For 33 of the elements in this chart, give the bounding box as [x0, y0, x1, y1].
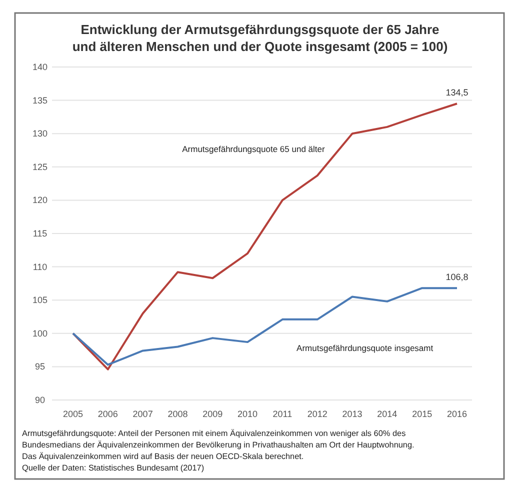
y-tick-label: 110 — [32, 262, 48, 272]
y-tick-label: 95 — [34, 362, 46, 372]
x-tick-label: 2007 — [132, 409, 153, 419]
text: Armutsgefährdungsquote insgesamt — [296, 343, 434, 353]
x-tick-label: 2011 — [272, 409, 292, 419]
y-tick-label: 130 — [32, 128, 48, 139]
data-label: 134,5 — [446, 88, 468, 98]
x-tick-label: 2012 — [307, 409, 328, 419]
data-label: 106,8 — [446, 272, 468, 282]
y-tick-label: 100 — [32, 328, 48, 338]
y-tick-label: 125 — [32, 162, 48, 172]
y-tick-label: 140 — [32, 62, 48, 72]
y-tick-label: 115 — [32, 228, 48, 238]
y-tick-label: 105 — [32, 295, 48, 306]
text: Bundesmedians der Äquivalenzeinkommen der Bevölkerung in Privathaushalten am Ort der Hauptwohnung. — [22, 440, 414, 450]
x-tick-label: 2015 — [412, 409, 432, 419]
series-label: Armutsgefährdungsquote 65 und älter — [182, 144, 325, 154]
text: Armutsgefährdungsquote: Anteil der Personen mit einem Äquivalenzeinkommen von weniger als 60% des — [22, 429, 406, 438]
source-note: Quelle der Daten: Statistisches Bundesamt (2017) — [22, 464, 204, 472]
x-tick-label: 2009 — [202, 409, 223, 419]
y-tick-label: 120 — [32, 195, 48, 206]
line-series — [72, 287, 458, 366]
x-tick-label: 2005 — [62, 409, 84, 419]
x-tick-label: 2008 — [168, 409, 188, 419]
y-tick-label: 135 — [32, 95, 48, 106]
x-tick-label: 2014 — [377, 409, 398, 419]
x-tick-label: 2013 — [342, 409, 362, 419]
x-tick-label: 2016 — [446, 409, 468, 419]
x-tick-label: 2010 — [238, 409, 258, 419]
text: Das Äquivalenzeinkommen wird auf Basis der neuen OECD-Skala berechnet. — [22, 452, 304, 461]
x-tick-label: 2006 — [98, 409, 118, 419]
y-tick-label: 90 — [34, 395, 46, 405]
chart-title: Entwicklung der Armutsgefährdungsgsquote der 65 Jahre und älteren Menschen und der Quote insgesamt (2005 = 100) — [72, 22, 448, 54]
